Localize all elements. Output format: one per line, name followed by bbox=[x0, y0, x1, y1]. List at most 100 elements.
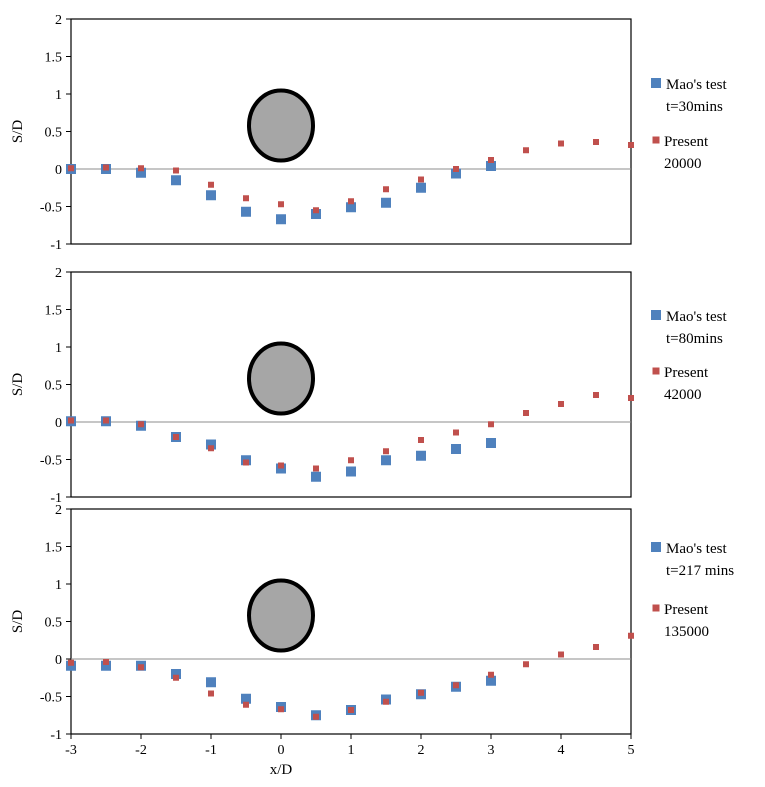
present-point bbox=[103, 164, 109, 171]
present-point bbox=[418, 689, 424, 696]
x-tick-label: 2 bbox=[418, 743, 425, 758]
x-tick-label: -2 bbox=[135, 743, 147, 758]
mao-test-point bbox=[451, 444, 461, 454]
present-point bbox=[418, 176, 424, 183]
chart-panel-1: -1 -0.5 0 0.5 1 1.5 2 S/D Mao's test t=30mins Pres… bbox=[10, 13, 727, 253]
mao-test-point bbox=[416, 450, 426, 461]
y-tick-label: -1 bbox=[50, 491, 62, 506]
mao-test-point bbox=[241, 693, 251, 704]
present-point bbox=[593, 139, 599, 145]
y-tick-label: -0.5 bbox=[40, 691, 62, 706]
present-point bbox=[208, 181, 214, 188]
mao-test-point bbox=[311, 471, 321, 482]
mao-test-point bbox=[346, 466, 356, 477]
present-point bbox=[243, 195, 249, 202]
x-tick-label: -3 bbox=[65, 743, 77, 758]
y-tick-label: 0.5 bbox=[45, 379, 63, 394]
y-tick-label: 0 bbox=[55, 416, 62, 431]
y-tick-label: 1.5 bbox=[45, 51, 63, 66]
present-point bbox=[383, 186, 389, 193]
present-point bbox=[453, 429, 459, 436]
mao-test-point bbox=[451, 168, 461, 179]
present-point bbox=[523, 147, 529, 154]
mao-test-point bbox=[311, 209, 321, 219]
legend-mao-label: Mao's test bbox=[666, 541, 727, 557]
present-point bbox=[453, 166, 459, 172]
y-tick-label: 2 bbox=[55, 13, 62, 28]
y-tick-label: -1 bbox=[50, 238, 62, 253]
y-tick-label: 1.5 bbox=[45, 304, 63, 319]
y-tick-label: 0 bbox=[55, 653, 62, 668]
y-tick-label: 1.5 bbox=[45, 541, 63, 556]
mao-test-point bbox=[171, 669, 181, 679]
y-axis-title: S/D bbox=[10, 610, 26, 634]
legend-present-label: 20000 bbox=[664, 156, 702, 172]
chart-panel-3: -1 -0.5 0 0.5 1 1.5 2 -3 -2 -1 0 1 2 3 4 5 S/D x/D Mao's t… bbox=[10, 503, 734, 778]
legend-present-label: 135000 bbox=[664, 624, 709, 640]
present-point bbox=[593, 644, 599, 650]
x-tick-label: 0 bbox=[278, 743, 285, 758]
present-point bbox=[523, 661, 529, 668]
legend-present-label: Present bbox=[664, 134, 709, 150]
y-axis-title: S/D bbox=[10, 373, 26, 397]
y-tick-label: 0.5 bbox=[45, 126, 63, 141]
cylinder-shape bbox=[247, 341, 315, 416]
chart-panel-2: -1 -0.5 0 0.5 1 1.5 2 S/D Mao's test t=80mins Pres… bbox=[10, 266, 727, 506]
present-point bbox=[593, 392, 599, 398]
present-point bbox=[488, 671, 494, 678]
present-point bbox=[558, 401, 564, 407]
present-point bbox=[488, 421, 494, 428]
mao-test-point bbox=[486, 675, 496, 686]
y-tick-label: 2 bbox=[55, 266, 62, 281]
x-tick-label: 1 bbox=[348, 743, 355, 758]
present-point bbox=[208, 690, 214, 697]
present-point bbox=[278, 462, 284, 469]
present-point bbox=[68, 417, 74, 424]
y-tick-label: 0 bbox=[55, 163, 62, 178]
present-point bbox=[138, 664, 144, 671]
mao-test-point bbox=[486, 438, 496, 448]
present-point bbox=[628, 142, 634, 148]
mao-test-point bbox=[346, 202, 356, 213]
present-point bbox=[523, 410, 529, 416]
y-tick-label: 1 bbox=[55, 88, 62, 103]
legend-mao-label: t=30mins bbox=[666, 99, 723, 115]
present-point bbox=[173, 434, 179, 440]
x-axis-title: x/D bbox=[270, 762, 293, 778]
present-point bbox=[558, 140, 564, 147]
mao-test-point bbox=[171, 175, 181, 186]
y-tick-label: -1 bbox=[50, 728, 62, 743]
legend-mao-label: t=80mins bbox=[666, 331, 723, 347]
mao-test-point bbox=[486, 161, 496, 171]
present-point bbox=[383, 448, 389, 455]
mao-test-point bbox=[206, 439, 216, 450]
legend-present-label: Present bbox=[664, 602, 709, 618]
legend-mao-label: t=217 mins bbox=[666, 563, 734, 579]
legend-present-label: Present bbox=[664, 365, 709, 381]
x-tick-label: 3 bbox=[488, 743, 495, 758]
legend-present-label: 42000 bbox=[664, 387, 702, 403]
legend-present-marker bbox=[652, 604, 660, 612]
cylinder-shape bbox=[247, 88, 315, 163]
present-point bbox=[383, 698, 389, 705]
present-point bbox=[313, 713, 319, 720]
y-tick-label: 1 bbox=[55, 341, 62, 356]
present-point bbox=[488, 157, 494, 163]
y-tick-label: 0.5 bbox=[45, 616, 63, 631]
present-point bbox=[103, 417, 109, 424]
present-point bbox=[138, 165, 144, 172]
y-tick-label: 1 bbox=[55, 578, 62, 593]
present-point bbox=[208, 445, 214, 452]
present-point bbox=[243, 459, 249, 466]
legend-mao-marker bbox=[651, 78, 661, 88]
legend-mao-label: Mao's test bbox=[666, 77, 727, 93]
mao-test-point bbox=[241, 206, 251, 217]
present-point bbox=[348, 198, 354, 205]
present-point bbox=[173, 167, 179, 174]
present-point bbox=[558, 651, 564, 658]
mao-test-point bbox=[381, 197, 391, 208]
present-point bbox=[418, 437, 424, 443]
y-axis-title: S/D bbox=[10, 120, 26, 144]
present-point bbox=[103, 659, 109, 665]
present-point bbox=[313, 207, 319, 214]
